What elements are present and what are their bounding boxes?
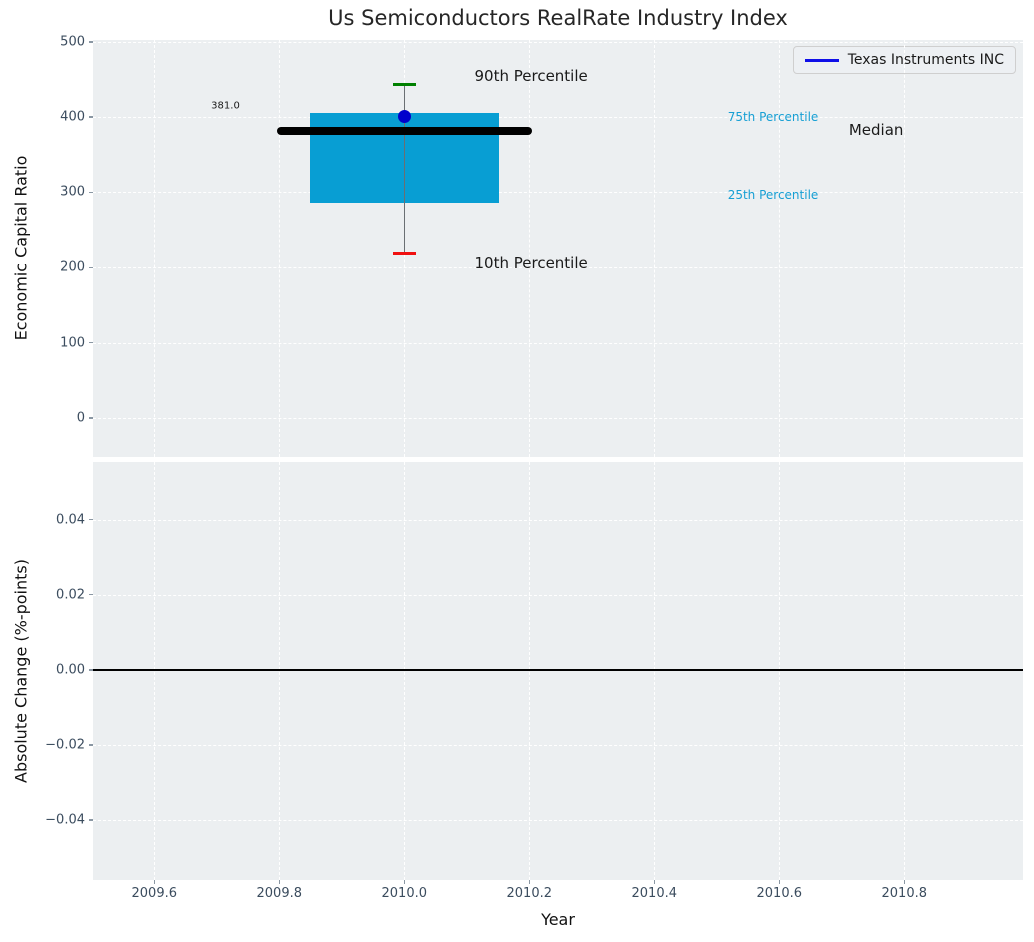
chart-title: Us Semiconductors RealRate Industry Inde…	[328, 6, 788, 30]
annotation: 10th Percentile	[474, 253, 588, 272]
y-tick-label: 0.04	[56, 512, 85, 527]
x-tick-mark	[403, 880, 405, 884]
annotation: 381.0	[211, 100, 240, 112]
gridline-vertical	[529, 40, 531, 457]
p10-cap	[393, 252, 416, 256]
gridline-vertical	[904, 462, 906, 880]
legend-label: Texas Instruments INC	[847, 52, 1004, 68]
x-tick-mark	[278, 880, 280, 884]
x-tick-label: 2010.4	[631, 886, 678, 901]
x-tick-label: 2010.2	[506, 886, 553, 901]
gridline-horizontal	[93, 519, 1023, 521]
gridline-vertical	[154, 40, 156, 457]
gridline-horizontal	[93, 267, 1023, 269]
gridline-vertical	[654, 462, 656, 880]
gridline-horizontal	[93, 417, 1023, 419]
y-tick-label: −0.04	[45, 812, 85, 828]
gridline-horizontal	[93, 117, 1023, 119]
gridline-horizontal	[93, 342, 1023, 344]
y-tick-mark	[89, 341, 93, 344]
legend-line-icon	[804, 58, 839, 62]
gridline-vertical	[279, 40, 281, 457]
y-tick-mark	[89, 116, 93, 118]
annotation: 75th Percentile	[727, 110, 819, 125]
x-tick-mark	[653, 880, 655, 884]
gridline-vertical	[529, 462, 531, 880]
annotation: 25th Percentile	[727, 188, 819, 203]
gridline-vertical	[279, 462, 281, 880]
y-axis-label-top: Economic Capital Ratio	[11, 155, 31, 341]
gridline-vertical	[154, 462, 156, 880]
x-tick-mark	[528, 880, 530, 884]
gridline-horizontal	[93, 41, 1023, 43]
x-tick-label: 2010.6	[756, 886, 803, 901]
bottom-plot	[93, 462, 1023, 880]
company-point	[397, 109, 411, 123]
y-tick-label: 400	[60, 109, 85, 125]
gridline-vertical	[654, 40, 656, 457]
gridline-horizontal	[93, 594, 1023, 596]
y-tick-label: −0.02	[45, 737, 85, 753]
y-tick-mark	[89, 819, 93, 821]
x-tick-label: 2010.8	[881, 886, 928, 901]
x-tick-mark	[903, 880, 905, 884]
y-tick-mark	[89, 669, 93, 671]
y-tick-mark	[89, 266, 93, 269]
top-plot: Texas Instruments INC 381.0 90th Percenti…	[93, 40, 1023, 457]
gridline-vertical	[779, 462, 781, 880]
y-tick-label: 200	[60, 259, 85, 275]
y-tick-label: 0	[76, 410, 85, 426]
gridline-vertical	[404, 462, 406, 880]
y-tick-label: 100	[60, 335, 85, 351]
whisker-line	[403, 84, 405, 254]
y-tick-mark	[89, 417, 93, 419]
gridline-horizontal	[93, 820, 1023, 822]
p90-cap	[393, 83, 416, 87]
y-tick-label: 0.00	[56, 662, 85, 678]
y-tick-mark	[89, 191, 93, 194]
y-tick-label: 500	[60, 34, 85, 50]
annotation: 90th Percentile	[474, 66, 588, 85]
gridline-horizontal	[93, 745, 1023, 747]
x-tick-mark	[778, 880, 780, 884]
y-tick-mark	[89, 41, 93, 43]
gridline-vertical	[779, 40, 781, 457]
gridline-vertical	[904, 40, 906, 457]
x-tick-mark	[153, 880, 155, 884]
annotation: Median	[848, 120, 904, 139]
y-tick-mark	[89, 593, 93, 596]
y-tick-mark	[89, 744, 93, 746]
y-tick-label: 0.02	[56, 587, 85, 603]
median-line	[276, 127, 532, 136]
x-tick-label: 2009.8	[256, 886, 303, 901]
x-axis-label: Year	[541, 910, 575, 929]
x-tick-label: 2009.6	[131, 886, 178, 901]
zero-reference-line	[93, 668, 1023, 671]
gridline-horizontal	[93, 192, 1023, 194]
y-tick-mark	[89, 518, 93, 521]
x-tick-label: 2010.0	[381, 886, 428, 901]
y-tick-label: 300	[60, 184, 85, 200]
